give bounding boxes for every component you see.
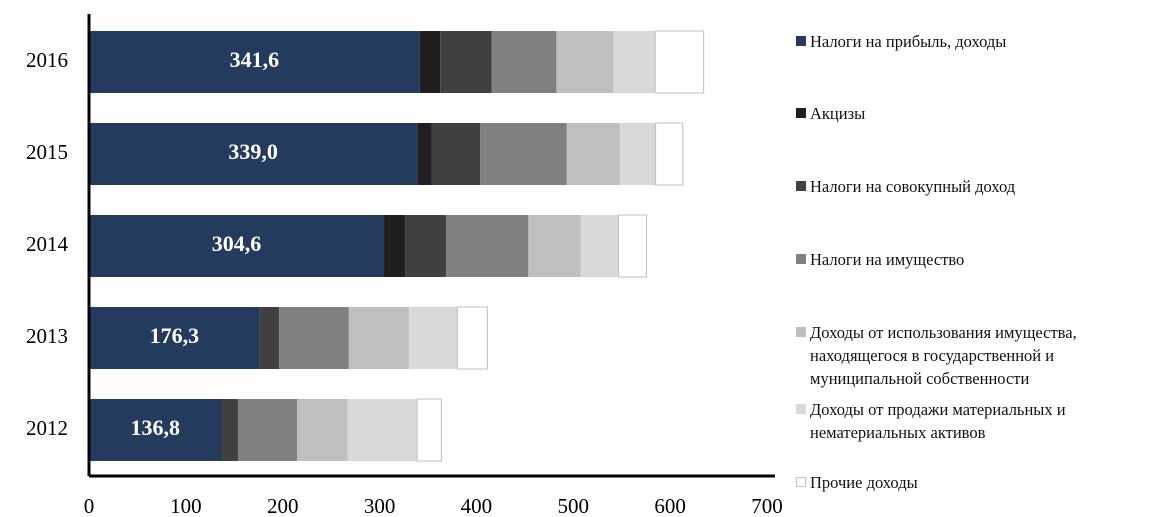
y-tick-label: 2012 <box>26 416 68 440</box>
legend-swatch <box>796 254 806 264</box>
bar-segment <box>237 399 298 461</box>
legend-item: Прочие доходы <box>796 471 1158 494</box>
legend-item: Налоги на имущество <box>796 248 1158 271</box>
bar-segment <box>348 307 409 369</box>
bar-segment <box>408 307 458 369</box>
bar-segment <box>89 215 385 277</box>
bar-segment <box>446 215 529 277</box>
bar-segment <box>566 123 620 185</box>
bar-segment <box>279 307 349 369</box>
bar-segment <box>384 215 406 277</box>
bar-segment <box>89 307 260 369</box>
legend-swatch <box>796 36 806 46</box>
bar-segment <box>416 398 442 462</box>
bar-segment <box>405 215 447 277</box>
bar-segment <box>419 31 441 93</box>
value-label: 304,6 <box>212 231 262 256</box>
bar-segment <box>89 399 222 461</box>
bar-segment <box>89 31 420 93</box>
legend-swatch <box>796 404 806 414</box>
bar-segment <box>297 399 348 461</box>
x-tick-label: 600 <box>654 494 686 517</box>
x-tick-label: 300 <box>364 494 396 517</box>
bar-segment <box>259 307 280 369</box>
bar-segment <box>655 122 684 186</box>
bar-segment <box>456 306 488 370</box>
legend-item: Акцизы <box>796 102 1158 125</box>
bar-segment <box>613 31 656 93</box>
legend-item: Налоги на прибыль, доходы <box>796 30 1158 53</box>
bar-segment <box>528 215 581 277</box>
value-label: 136,8 <box>131 415 181 440</box>
x-tick-label: 0 <box>84 494 95 517</box>
bar-segment <box>431 123 481 185</box>
y-tick-label: 2013 <box>26 324 68 348</box>
legend-swatch <box>796 327 806 337</box>
legend-label: Налоги на прибыль, доходы <box>810 32 1007 51</box>
bar-segment <box>221 399 238 461</box>
bar-segment <box>89 123 418 185</box>
bar-segment <box>617 214 648 278</box>
bar-segment <box>347 399 418 461</box>
bar-segment <box>480 123 567 185</box>
legend-swatch <box>796 108 806 118</box>
legend-label: Доходы от использования имущества, наход… <box>810 323 1077 388</box>
legend-label: Доходы от продажи материальных и нематер… <box>810 400 1066 442</box>
legend-item: Доходы от продажи материальных и нематер… <box>796 398 1158 444</box>
bar-segment <box>580 215 619 277</box>
x-tick-label: 500 <box>558 494 590 517</box>
y-tick-label: 2014 <box>26 232 69 256</box>
y-tick-label: 2015 <box>26 140 68 164</box>
x-tick-label: 200 <box>267 494 299 517</box>
value-label: 339,0 <box>228 139 278 164</box>
chart: 0 100 200 300 400 500 600 700 2016 341,6 2015 339,0… <box>26 14 783 517</box>
bar-segment <box>491 31 557 93</box>
legend-item: Налоги на совокупный доход <box>796 175 1158 198</box>
legend-swatch <box>796 477 806 487</box>
bar-segment <box>440 31 492 93</box>
x-tick-label: 400 <box>461 494 493 517</box>
value-label: 341,6 <box>230 47 280 72</box>
bar-segment <box>417 123 432 185</box>
bar-segment <box>556 31 614 93</box>
legend-label: Налоги на совокупный доход <box>810 177 1016 196</box>
legend-item: Доходы от использования имущества, наход… <box>796 321 1158 390</box>
value-label: 176,3 <box>150 323 200 348</box>
x-tick-label: 100 <box>170 494 202 517</box>
legend-label: Акцизы <box>810 104 866 123</box>
x-tick-label: 700 <box>751 494 783 517</box>
legend-swatch <box>796 181 806 191</box>
legend-label: Налоги на имущество <box>810 250 965 269</box>
legend-label: Прочие доходы <box>810 473 918 492</box>
bar-segment <box>619 123 656 185</box>
bar-segment <box>654 30 705 94</box>
y-tick-label: 2016 <box>26 48 68 72</box>
